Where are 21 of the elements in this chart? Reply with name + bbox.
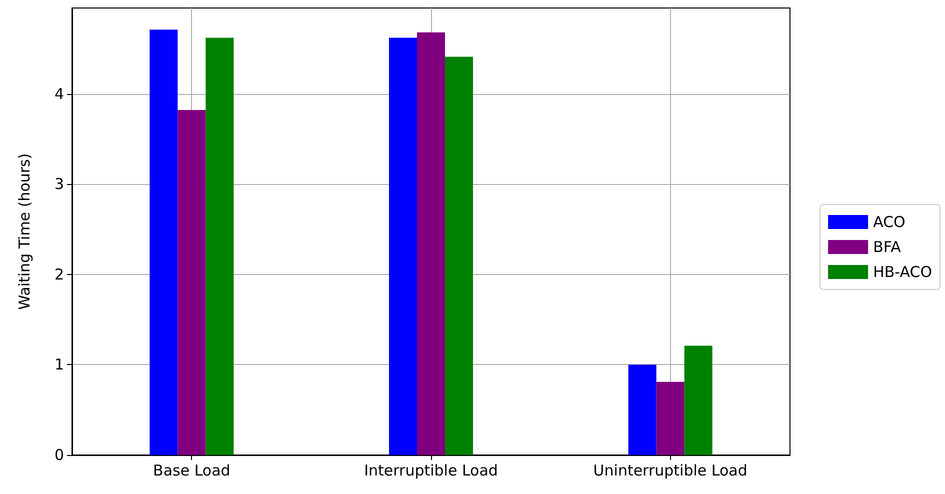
y-tick-label: 4	[54, 84, 64, 103]
legend-label: ACO	[873, 213, 906, 231]
x-tick-label: Base Load	[153, 462, 230, 480]
bar	[206, 38, 234, 455]
bar	[388, 38, 417, 455]
y-tick-label: 1	[54, 356, 64, 374]
y-axis-title: Waiting Time (hours)	[16, 153, 34, 310]
bar	[417, 32, 445, 455]
bar	[445, 56, 474, 455]
bar	[178, 110, 206, 455]
y-tick-label: 0	[54, 446, 64, 464]
legend-label: HB-ACO	[873, 263, 932, 281]
legend-label: BFA	[873, 238, 902, 256]
bar	[628, 364, 656, 455]
y-tick-label: 2	[54, 265, 64, 284]
bar	[656, 382, 684, 455]
x-tick-label: Interruptible Load	[364, 462, 498, 480]
x-tick-label: Uninterruptible Load	[593, 462, 748, 480]
bar	[684, 346, 712, 455]
bar	[150, 30, 178, 455]
y-tick-label: 3	[54, 175, 64, 194]
